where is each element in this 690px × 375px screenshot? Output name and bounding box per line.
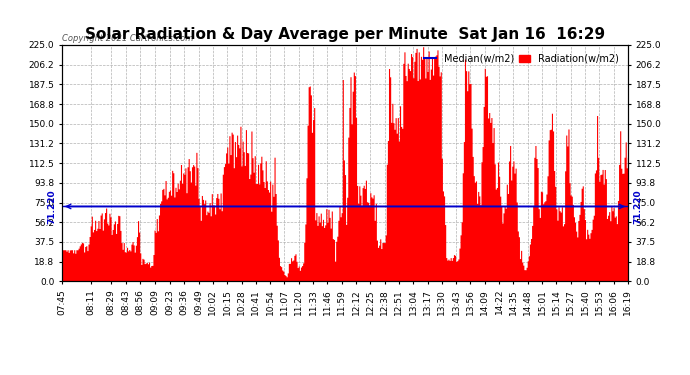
Text: Copyright 2021 Cartronics.com: Copyright 2021 Cartronics.com (62, 34, 193, 43)
Text: 71.220: 71.220 (48, 189, 57, 224)
Legend: Median(w/m2), Radiation(w/m2): Median(w/m2), Radiation(w/m2) (420, 50, 623, 68)
Title: Solar Radiation & Day Average per Minute  Sat Jan 16  16:29: Solar Radiation & Day Average per Minute… (85, 27, 605, 42)
Text: 71.220: 71.220 (633, 189, 642, 224)
